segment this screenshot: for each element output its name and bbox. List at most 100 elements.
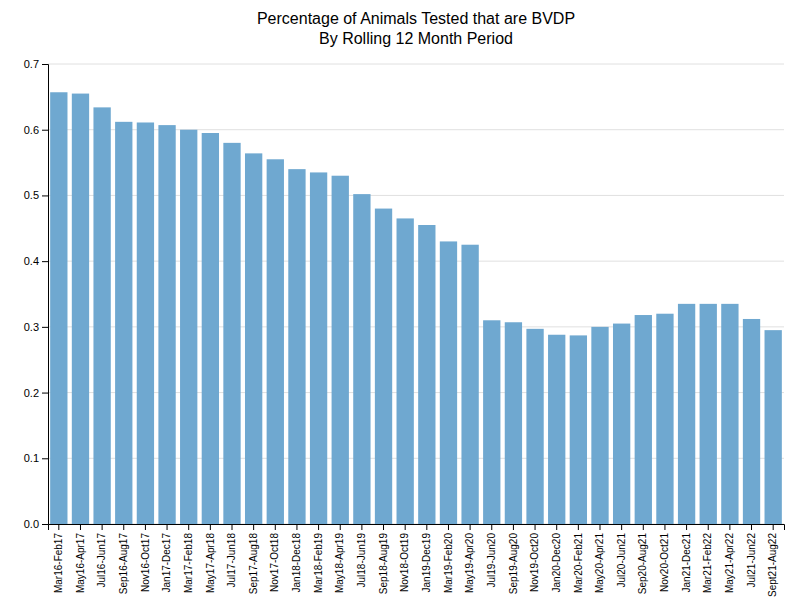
tick: Jul18-Jun19	[356, 524, 367, 587]
tick: May18-Apr19	[334, 524, 345, 593]
plot: 0.00.10.20.30.40.50.60.7Mar16-Feb17May16…	[24, 58, 785, 597]
tick-label: Sept21-Aug22	[767, 533, 778, 597]
bar	[461, 245, 478, 524]
y-axis: 0.00.10.20.30.40.50.60.7	[24, 58, 49, 530]
x-axis: Mar16-Feb17 May16-Apr17 Jul16-Jun17 Sep16-A…	[49, 524, 785, 597]
grid-line	[48, 64, 784, 65]
tick-mark	[556, 524, 557, 530]
tick: 0.4	[24, 255, 48, 267]
tick: 0.1	[24, 452, 48, 464]
bar	[93, 107, 110, 524]
chart: Percentage of Animals Tested that are BV…	[0, 0, 800, 616]
tick-mark	[102, 524, 103, 530]
tick: 0.0	[24, 518, 48, 530]
tick: Sep16-Aug17	[118, 524, 129, 594]
bar	[570, 335, 587, 524]
tick: 0.3	[24, 321, 48, 333]
tick-mark	[513, 524, 514, 530]
tick-label: Jan20-Dec20	[551, 533, 562, 593]
bar	[440, 241, 457, 524]
bar	[548, 335, 565, 524]
bars	[50, 92, 782, 524]
tick-label: 0.3	[24, 321, 39, 333]
tick-label: Sep18-Aug19	[378, 533, 389, 595]
bar	[180, 130, 197, 524]
bar	[137, 122, 154, 524]
bar	[50, 92, 67, 524]
tick-label: Nov20-Oct21	[659, 533, 670, 592]
title: Percentage of Animals Tested that are BV…	[257, 10, 575, 27]
tick-mark	[383, 524, 384, 530]
tick-label: Jul18-Jun19	[356, 533, 367, 588]
tick-mark	[621, 524, 622, 530]
bar	[635, 315, 652, 524]
tick: Jul20-Jun21	[616, 524, 627, 587]
tick-mark	[600, 524, 601, 530]
tick: 0.5	[24, 189, 48, 201]
tick: Sep19-Aug20	[508, 524, 519, 594]
bar	[245, 153, 262, 524]
tick-mark	[773, 524, 774, 530]
tick: Jan20-Dec20	[551, 524, 562, 592]
tick: Sep17-Aug18	[248, 524, 259, 594]
tick-label: Jan19-Dec19	[421, 533, 432, 593]
tick-mark	[708, 524, 709, 530]
bar	[505, 322, 522, 524]
bar	[267, 159, 284, 524]
tick: Jul21-Jun22	[746, 524, 757, 587]
tick-mark	[275, 524, 276, 530]
tick-mark	[210, 524, 211, 530]
tick-label: Mar18-Feb19	[313, 533, 324, 593]
tick-label: 0.1	[24, 452, 39, 464]
tick-label: Mar20-Feb21	[573, 533, 584, 593]
tick-mark	[296, 524, 297, 530]
tick: Jan17-Dec17	[161, 524, 172, 592]
tick-label: Jul21-Jun22	[746, 533, 757, 588]
tick-label: Sep20-Aug21	[637, 533, 648, 595]
bar	[613, 324, 630, 524]
tick: Sept21-Aug22	[767, 524, 778, 597]
tick-label: 0.6	[24, 124, 39, 136]
tick: Nov19-Oct20	[529, 524, 540, 592]
tick: 0.7	[24, 58, 48, 70]
tick-label: 0.4	[24, 255, 39, 267]
tick-mark	[167, 524, 168, 530]
tick-label: Sep17-Aug18	[248, 533, 259, 595]
tick-label: Nov17-Oct18	[269, 533, 280, 592]
bar	[158, 125, 175, 524]
tick-mark	[470, 524, 471, 530]
bar	[115, 122, 132, 524]
tick-label: Mar19-Feb20	[443, 533, 454, 593]
bar	[223, 143, 240, 524]
tick-mark	[448, 524, 449, 530]
tick-label: 0.0	[24, 518, 39, 530]
tick: Jan18-Dec18	[291, 524, 302, 592]
tick-label: Sep16-Aug17	[118, 533, 129, 595]
tick-label: Mar21-Feb22	[702, 533, 713, 593]
tick: May20-Apr21	[594, 524, 605, 593]
tick: Mar16-Feb17	[53, 524, 64, 593]
tick: Sep18-Aug19	[378, 524, 389, 594]
bar	[483, 320, 500, 524]
tick-label: Jul19-Jun20	[486, 533, 497, 588]
grid-line	[48, 195, 784, 196]
bar	[72, 94, 89, 524]
bar	[375, 209, 392, 524]
tick-mark	[42, 64, 48, 65]
tick-mark	[232, 524, 233, 530]
tick-mark	[426, 524, 427, 530]
tick-label: Jan17-Dec17	[161, 533, 172, 593]
axis-line	[42, 65, 49, 525]
tick-mark	[42, 327, 48, 328]
grid-line	[48, 129, 784, 130]
bar	[353, 194, 370, 524]
bar	[591, 327, 608, 524]
tick: Jul16-Jun17	[96, 524, 107, 587]
bar	[310, 172, 327, 524]
tick-label: Mar16-Feb17	[53, 533, 64, 593]
tick-mark	[145, 524, 146, 530]
tick-label: Nov19-Oct20	[529, 533, 540, 592]
tick-mark	[491, 524, 492, 530]
tick: Mar20-Feb21	[573, 524, 584, 593]
tick-label: May16-Apr17	[75, 533, 86, 593]
